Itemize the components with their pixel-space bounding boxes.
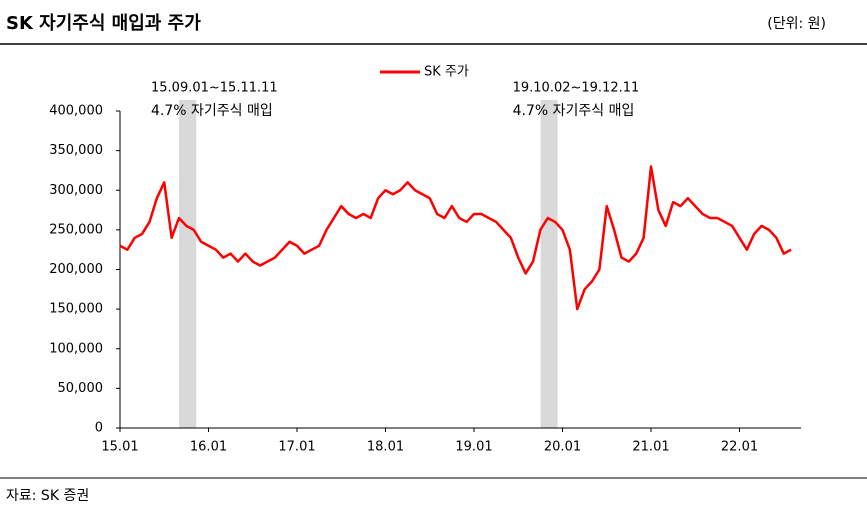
y-tick-label: 100,000 — [49, 341, 103, 356]
x-tick-label: 21.01 — [632, 440, 669, 455]
price-line — [119, 165, 792, 311]
annotation-period: 15.09.01~15.11.11 — [151, 81, 278, 96]
x-tick-label: 15.01 — [101, 440, 138, 455]
y-tick-label: 200,000 — [49, 262, 103, 277]
unit-label: (단위: 원) — [767, 16, 826, 32]
x-tick-label: 22.01 — [721, 440, 758, 455]
y-tick-label: 50,000 — [58, 381, 104, 396]
legend-label: SK 주가 — [424, 65, 469, 80]
x-tick-label: 16.01 — [190, 440, 227, 455]
page-title: SK 자기주식 매입과 주가 — [6, 12, 201, 34]
annotation-text: 4.7% 자기주식 매입 — [513, 103, 635, 119]
y-tick-label: 250,000 — [49, 222, 103, 237]
x-tick-label: 18.01 — [367, 440, 404, 455]
shaded-period — [540, 100, 558, 428]
source: 자료: SK 증권 — [6, 488, 89, 504]
annotation-period: 19.10.02~19.12.11 — [513, 81, 640, 96]
y-tick-label: 150,000 — [49, 302, 103, 317]
y-tick-label: 350,000 — [49, 143, 103, 158]
y-tick-label: 300,000 — [49, 183, 103, 198]
x-tick-label: 19.01 — [455, 440, 492, 455]
shaded-period — [179, 100, 197, 428]
annotation-text: 4.7% 자기주식 매입 — [151, 103, 273, 119]
x-tick-label: 17.01 — [278, 440, 315, 455]
x-tick-label: 20.01 — [544, 440, 581, 455]
y-tick-label: 0 — [95, 421, 103, 436]
y-tick-label: 400,000 — [49, 104, 103, 119]
